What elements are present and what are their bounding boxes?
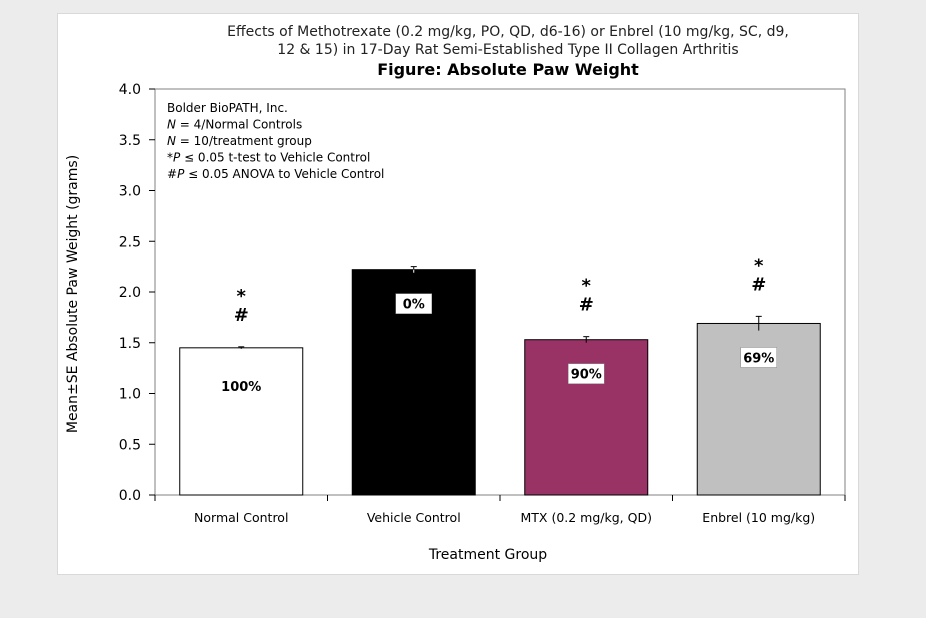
significance-star: * bbox=[754, 255, 764, 276]
annotation-line: Bolder BioPATH, Inc. bbox=[167, 101, 288, 115]
y-tick-label: 3.5 bbox=[119, 133, 141, 149]
significance-star: * bbox=[582, 276, 592, 297]
bar bbox=[696, 322, 821, 496]
y-tick-label: 4.0 bbox=[119, 82, 141, 98]
percent-label-box bbox=[568, 363, 605, 384]
significance-hash: # bbox=[234, 305, 249, 326]
percent-label-box bbox=[395, 293, 432, 314]
annotation-line: N = 10/treatment group bbox=[167, 134, 312, 148]
x-tick-label: Enbrel (10 mg/kg) bbox=[702, 510, 815, 525]
chart-title-line-2: 12 & 15) in 17-Day Rat Semi-Established … bbox=[277, 42, 738, 58]
y-axis-title: Mean±SE Absolute Paw Weight (grams) bbox=[65, 155, 81, 433]
annotation-line: *P ≤ 0.05 t-test to Vehicle Control bbox=[167, 151, 370, 165]
significance-hash: # bbox=[579, 295, 594, 316]
bar bbox=[524, 339, 649, 496]
x-tick-label: Normal Control bbox=[194, 510, 288, 525]
percent-label: 100% bbox=[221, 380, 261, 395]
annotation-line: N = 4/Normal Controls bbox=[167, 118, 302, 132]
x-axis-title: Treatment Group bbox=[428, 547, 547, 563]
y-tick-label: 2.0 bbox=[119, 285, 141, 301]
chart-panel: Effects of Methotrexate (0.2 mg/kg, PO, … bbox=[57, 13, 859, 575]
annotation-line: #P ≤ 0.05 ANOVA to Vehicle Control bbox=[167, 167, 384, 181]
bar bbox=[179, 347, 304, 496]
bar-chart: Effects of Methotrexate (0.2 mg/kg, PO, … bbox=[65, 24, 846, 563]
x-tick-label: MTX (0.2 mg/kg, QD) bbox=[521, 510, 652, 525]
chart-subtitle: Figure: Absolute Paw Weight bbox=[377, 60, 639, 79]
y-tick-label: 1.5 bbox=[119, 336, 141, 352]
percent-label: 0% bbox=[403, 298, 425, 313]
y-tick-label: 3.0 bbox=[119, 184, 141, 200]
percent-label: 90% bbox=[571, 368, 602, 383]
y-tick-label: 0.0 bbox=[119, 488, 141, 504]
y-tick-label: 0.5 bbox=[119, 437, 141, 453]
chart-title-line-1: Effects of Methotrexate (0.2 mg/kg, PO, … bbox=[227, 24, 789, 40]
percent-label-box bbox=[740, 347, 777, 368]
x-tick-label: Vehicle Control bbox=[367, 510, 461, 525]
significance-star: * bbox=[237, 286, 247, 307]
y-tick-label: 1.0 bbox=[119, 387, 141, 403]
significance-hash: # bbox=[751, 274, 766, 295]
y-tick-label: 2.5 bbox=[119, 234, 141, 250]
percent-label: 69% bbox=[743, 351, 774, 366]
